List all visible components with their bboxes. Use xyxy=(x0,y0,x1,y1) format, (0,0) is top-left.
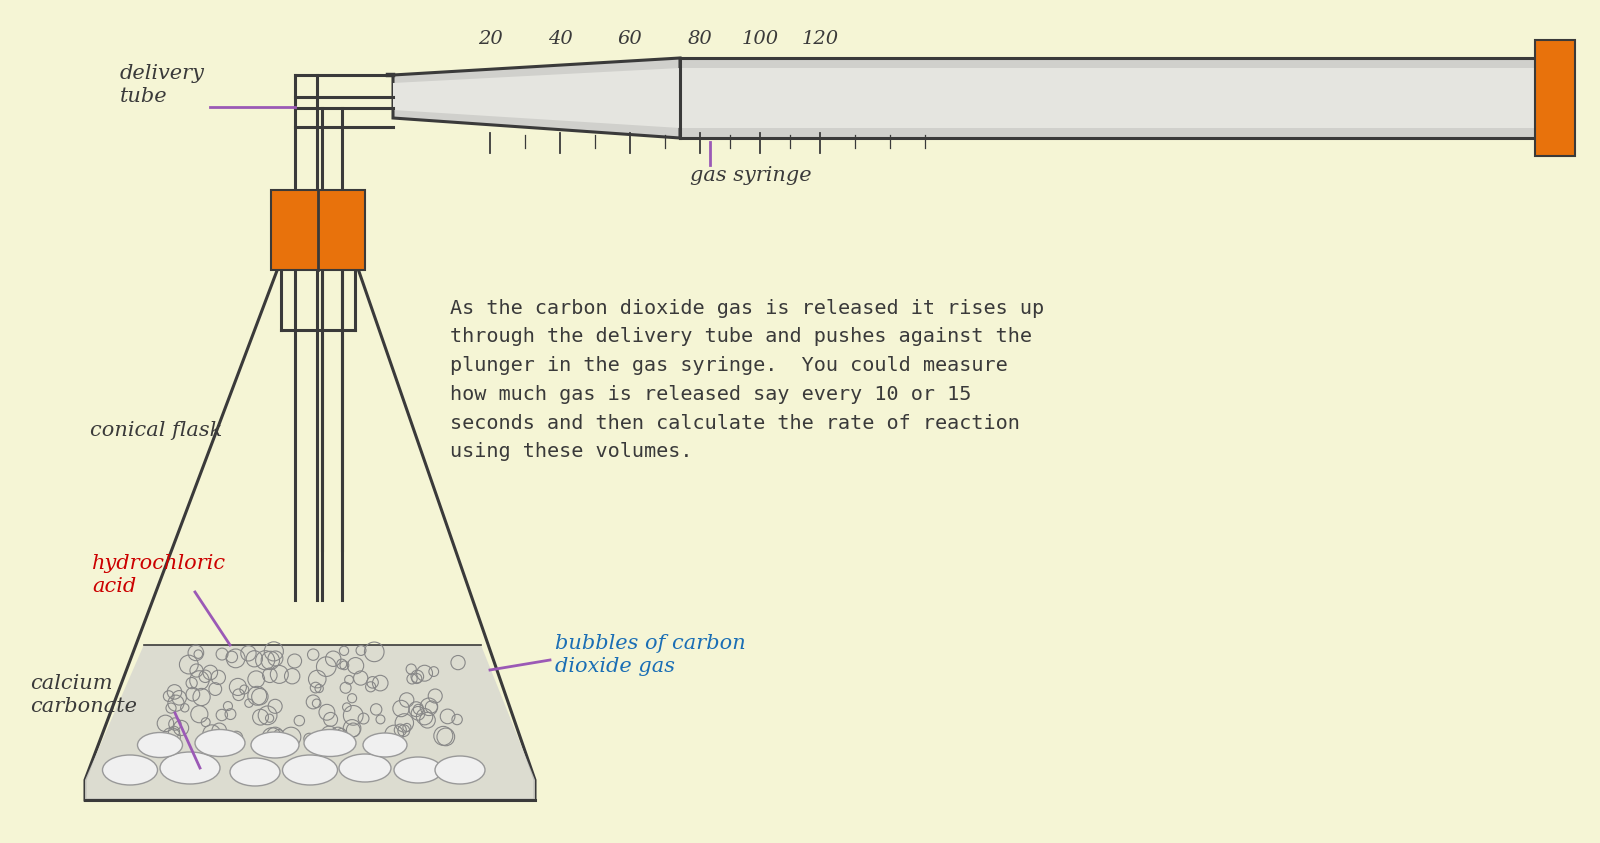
Text: 60: 60 xyxy=(618,30,642,48)
Ellipse shape xyxy=(230,758,280,786)
Bar xyxy=(270,190,365,270)
Ellipse shape xyxy=(283,755,338,785)
Text: conical flask: conical flask xyxy=(90,421,222,439)
Text: hydrochloric
acid: hydrochloric acid xyxy=(93,554,226,596)
Text: calcium
carbonate: calcium carbonate xyxy=(30,674,138,717)
Ellipse shape xyxy=(394,757,442,783)
Ellipse shape xyxy=(435,756,485,784)
Text: 80: 80 xyxy=(688,30,712,48)
Ellipse shape xyxy=(102,755,157,785)
Ellipse shape xyxy=(138,733,182,758)
Text: gas syringe: gas syringe xyxy=(690,165,811,185)
Text: 100: 100 xyxy=(741,30,779,48)
Ellipse shape xyxy=(304,729,355,756)
Ellipse shape xyxy=(363,733,406,757)
Text: As the carbon dioxide gas is released it rises up
through the delivery tube and : As the carbon dioxide gas is released it… xyxy=(450,298,1045,461)
Polygon shape xyxy=(85,260,534,800)
Polygon shape xyxy=(394,58,680,138)
Ellipse shape xyxy=(195,729,245,756)
Text: 120: 120 xyxy=(802,30,838,48)
Text: 40: 40 xyxy=(547,30,573,48)
Text: bubbles of carbon
dioxide gas: bubbles of carbon dioxide gas xyxy=(555,634,746,676)
Polygon shape xyxy=(394,68,680,128)
Bar xyxy=(680,58,1534,138)
Ellipse shape xyxy=(251,732,299,758)
Polygon shape xyxy=(85,645,534,800)
Text: 20: 20 xyxy=(478,30,502,48)
Ellipse shape xyxy=(160,752,221,784)
Bar xyxy=(1534,40,1574,156)
Text: delivery
tube: delivery tube xyxy=(120,64,205,106)
Bar xyxy=(680,68,1534,128)
Ellipse shape xyxy=(339,754,390,782)
